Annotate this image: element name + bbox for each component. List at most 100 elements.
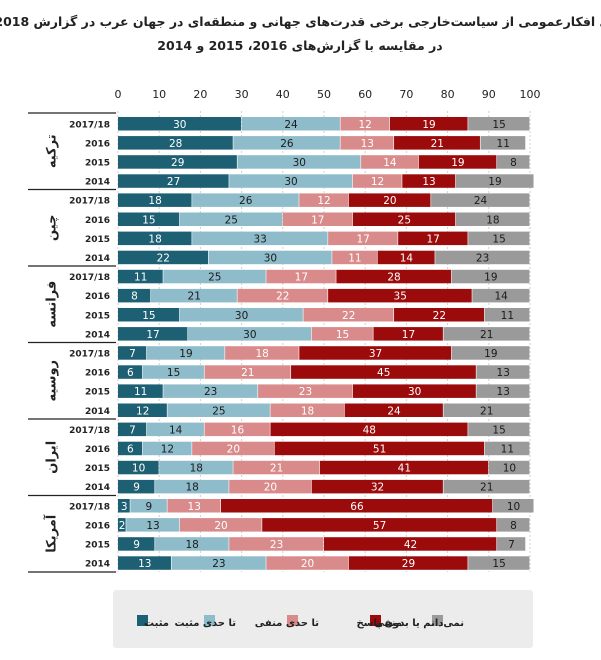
bar-segment [118, 212, 180, 226]
row-label: 2016 [85, 216, 110, 226]
bar-segment [352, 384, 476, 398]
bar-segment [171, 556, 266, 570]
bar-segment [299, 193, 349, 207]
data-label: 14 [494, 291, 508, 303]
row-label: 2015 [85, 388, 110, 398]
data-label: 12 [136, 405, 149, 417]
bar-segment [146, 422, 204, 437]
data-label: 11 [134, 386, 147, 398]
data-label: 9 [133, 539, 140, 551]
row-label: 2017/18 [69, 273, 110, 283]
data-label: 17 [426, 233, 439, 245]
row-label: 2016 [85, 445, 110, 455]
bar-segment [497, 518, 530, 532]
data-label: 18 [148, 233, 161, 245]
bar-segment [468, 556, 530, 570]
bar-segment [118, 556, 171, 570]
row-label: 2016 [85, 292, 110, 302]
bar-segment [468, 231, 530, 246]
data-label: 15 [142, 214, 155, 226]
bar-segment [468, 117, 530, 131]
legend-label-4: نمی‌دانم یا بدون پاسخ [356, 618, 464, 629]
bar-segment [179, 518, 262, 532]
bar-segment [443, 403, 530, 417]
row-label: 2014 [85, 330, 110, 340]
bar-segment [118, 308, 180, 322]
bar-segment [167, 499, 221, 513]
bar-segment [118, 518, 126, 532]
bar-segment [476, 365, 530, 379]
bar-segment [299, 346, 452, 360]
data-label: 30 [284, 176, 297, 188]
bar-segment [492, 499, 534, 513]
bar-segment [480, 136, 526, 150]
data-label: 18 [185, 539, 198, 551]
row-label: 2015 [85, 464, 110, 474]
bar-segment [291, 365, 476, 379]
data-label: 21 [480, 405, 493, 417]
row-label: 2015 [85, 235, 110, 245]
data-label: 22 [433, 310, 446, 322]
data-label: 15 [492, 233, 505, 245]
bar-segment [118, 499, 130, 513]
bar-segment [118, 250, 209, 265]
bar-segment [311, 479, 443, 494]
data-label: 15 [492, 558, 505, 570]
row-label: 2015 [85, 158, 110, 168]
data-label: 15 [492, 119, 505, 131]
data-label: 12 [371, 176, 384, 188]
bar-segment [262, 518, 497, 532]
chart-title-line-1: ارزیابی افکارعمومی از سیاست‌خارجی برخی ق… [0, 14, 601, 29]
data-label: 30 [235, 310, 248, 322]
bar-segment [118, 384, 163, 398]
data-label: 37 [369, 348, 382, 360]
bar-segment [118, 117, 241, 131]
data-label: 17 [146, 329, 159, 341]
row-label: 2014 [85, 178, 110, 188]
bar-segment [192, 193, 299, 207]
data-label: 15 [167, 367, 180, 379]
data-label: 24 [474, 195, 488, 207]
data-label: 24 [284, 119, 298, 131]
data-label: 12 [317, 195, 330, 207]
row-label: 2016 [85, 369, 110, 379]
bar-segment [118, 422, 147, 437]
bar-segment [155, 537, 229, 551]
legend-label-0: مثبت [144, 618, 169, 629]
data-label: 19 [484, 348, 497, 360]
data-label: 14 [169, 424, 183, 436]
data-label: 23 [204, 386, 217, 398]
data-label: 45 [377, 367, 390, 379]
bar-segment [118, 365, 143, 379]
row-label: 2015 [85, 540, 110, 550]
data-label: 11 [501, 443, 514, 455]
bar-segment [118, 155, 237, 169]
bar-segment [258, 384, 353, 398]
legend-swatch-3 [370, 615, 381, 626]
bar-segment [270, 403, 344, 417]
bar-segment [229, 174, 353, 188]
bar-segment [142, 441, 192, 456]
bar-segment [270, 422, 468, 437]
legend-swatch-0 [137, 615, 148, 626]
data-label: 17 [356, 233, 369, 245]
bar-segment [229, 537, 324, 551]
legend-label-2: تا حدی منفی [255, 618, 319, 629]
x-tick-label-50: 50 [317, 88, 331, 101]
data-label: 17 [402, 329, 415, 341]
data-label: 13 [146, 520, 159, 532]
group-label-2: فرانسه [45, 281, 60, 328]
bar-segment [204, 422, 270, 437]
data-label: 21 [480, 482, 493, 494]
row-label: 2014 [85, 560, 110, 570]
bar-segment [229, 479, 312, 494]
data-label: 11 [134, 272, 147, 284]
data-label: 8 [510, 520, 517, 532]
bar-segment [204, 365, 291, 379]
row-label: 2017/18 [69, 197, 110, 207]
data-label: 13 [188, 501, 201, 513]
data-label: 20 [301, 558, 314, 570]
bar-segment [225, 346, 299, 360]
bar-segment [142, 365, 204, 379]
